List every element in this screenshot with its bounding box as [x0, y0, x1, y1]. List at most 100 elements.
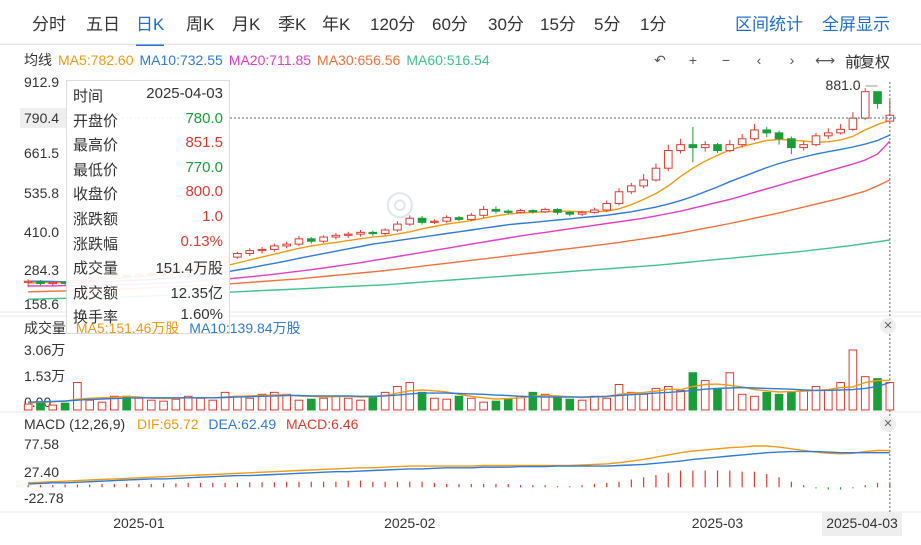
tooltip-key: 成交额	[73, 284, 119, 302]
macd-tick: -22.78	[24, 490, 64, 506]
candle-body	[294, 238, 304, 245]
tooltip-row: 最低价 770.0	[73, 159, 223, 183]
back-icon[interactable]: ↶	[654, 52, 666, 68]
volume-bar	[85, 399, 95, 411]
volume-bar	[294, 399, 304, 411]
adjust-select[interactable]: 前复权	[845, 54, 891, 71]
candle-body	[750, 129, 759, 140]
link-fullscreen[interactable]: 全屏显示	[822, 15, 890, 34]
link-range-stats[interactable]: 区间统计	[735, 15, 803, 34]
volume-bar	[405, 382, 415, 411]
volume-bar	[823, 389, 833, 411]
volume-bar	[540, 393, 550, 411]
volume-bar	[491, 400, 501, 411]
candle-body	[405, 217, 415, 225]
volume-bar	[762, 391, 772, 411]
volume-bar	[343, 397, 353, 411]
x-tick: 2025-03	[692, 515, 744, 531]
volume-bar	[885, 382, 895, 411]
price-tick: 158.6	[24, 296, 59, 312]
close-volume-icon[interactable]: ✕	[880, 318, 896, 334]
candle-body	[282, 243, 291, 247]
tab-12[interactable]: 1分	[640, 15, 667, 34]
macd-dif: DIF:65.72	[137, 416, 199, 432]
volume-bar	[23, 403, 33, 411]
candle-body	[590, 209, 599, 213]
volume-bar	[700, 380, 710, 411]
zoom-out-icon[interactable]: −	[721, 52, 731, 68]
volume-ma10-line	[28, 381, 891, 403]
tab-7[interactable]: 120分	[370, 15, 416, 34]
tab-11[interactable]: 5分	[594, 15, 621, 34]
fit-icon[interactable]: ⟷	[815, 52, 836, 68]
volume-bar	[713, 387, 722, 411]
tooltip-key: 开盘价	[73, 112, 119, 130]
tab-8[interactable]: 60分	[432, 15, 468, 34]
dea-line	[28, 450, 890, 485]
tab-0[interactable]: 分时	[32, 15, 66, 34]
volume-bar	[306, 398, 316, 411]
candle-body	[368, 231, 378, 235]
tab-2[interactable]: 日K	[136, 10, 165, 46]
candle-body	[639, 179, 648, 187]
crosshair-price-bg	[20, 108, 66, 129]
volume-bar	[639, 393, 648, 411]
zoom-in-icon[interactable]: +	[688, 52, 698, 68]
tooltip-row: 涨跌额 1.0	[73, 208, 223, 232]
tooltip-key: 最低价	[73, 161, 119, 179]
volume-bar	[282, 393, 291, 411]
volume-bar	[503, 398, 513, 411]
tab-10[interactable]: 15分	[540, 15, 576, 34]
volume-bar	[663, 385, 673, 411]
x-tick: 2025-02	[384, 515, 436, 531]
candle-body	[553, 208, 562, 213]
volume-bar	[750, 395, 759, 411]
tooltip-row: 涨跌幅 0.13%	[73, 233, 223, 257]
tooltip-value: 780.0	[185, 109, 223, 127]
volume-bar	[454, 395, 464, 411]
candle-body	[688, 144, 698, 149]
tab-4[interactable]: 月K	[232, 15, 261, 34]
candle-body	[479, 208, 488, 216]
ma-item-1: MA10:732.55	[139, 52, 223, 68]
tab-9[interactable]: 30分	[488, 15, 524, 34]
candle-body	[491, 208, 501, 212]
tab-1[interactable]: 五日	[86, 15, 120, 34]
tab-5[interactable]: 季K	[278, 15, 307, 34]
macd-dea: DEA:62.49	[208, 416, 277, 432]
candle-body	[577, 211, 587, 215]
volume-bar	[270, 391, 279, 411]
ma-item-2: MA20:711.85	[228, 52, 312, 68]
volume-legend: 成交量 MA5:151.46万股 MA10:139.84万股	[24, 318, 301, 338]
candle-icon[interactable]: ▯	[854, 52, 862, 68]
tooltip-key: 成交量	[73, 260, 119, 278]
ma-item-3: MA30:656.56	[317, 52, 401, 68]
tab-6[interactable]: 年K	[322, 15, 351, 34]
tooltip-key: 换手率	[73, 309, 119, 327]
volume-bar	[577, 399, 587, 411]
volume-bar	[319, 397, 328, 411]
next-icon[interactable]: ›	[789, 52, 795, 68]
tooltip-key: 时间	[73, 88, 104, 105]
volume-bar	[836, 382, 845, 411]
close-macd-icon[interactable]: ✕	[880, 416, 896, 432]
volume-bar	[196, 397, 205, 411]
prev-icon[interactable]: ‹	[756, 52, 762, 68]
volume-bar	[36, 401, 45, 411]
ma-legend: 均线 MA5:782.60 MA10:732.55 MA20:711.85 MA30:6…	[24, 50, 496, 70]
tooltip-key: 最高价	[73, 137, 119, 155]
candle-body	[319, 236, 328, 242]
volume-bar	[417, 391, 427, 411]
tooltip-value: 0.13%	[180, 232, 223, 250]
tooltip-row: 换手率 1.60%	[73, 306, 223, 330]
volume-bar	[787, 391, 796, 411]
ma-item-4: MA60:516.54	[406, 52, 490, 68]
ma-label: 均线	[24, 52, 52, 68]
candle-body	[836, 128, 845, 134]
candle-body	[257, 248, 267, 252]
macd-tick: 27.40	[24, 464, 59, 480]
tooltip-row: 时间 2025-04-03	[73, 85, 223, 109]
candle-body	[627, 185, 636, 193]
candle-body	[762, 129, 772, 134]
tab-3[interactable]: 周K	[186, 15, 215, 34]
